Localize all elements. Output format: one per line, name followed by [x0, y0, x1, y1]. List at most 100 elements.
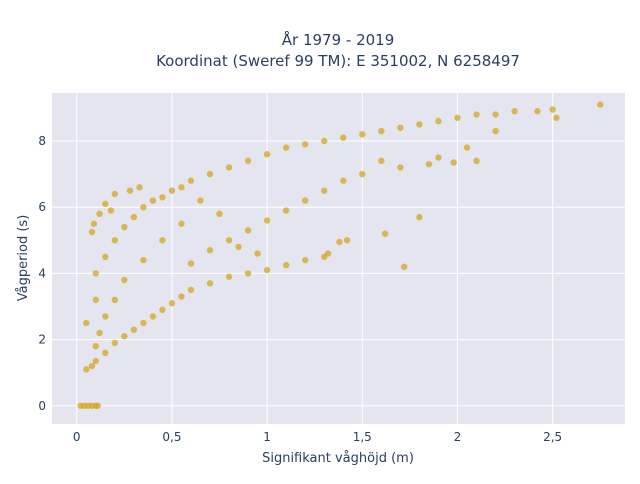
data-point: [159, 237, 166, 244]
data-point: [235, 243, 242, 251]
data-point: [216, 210, 223, 218]
data-point: [92, 270, 99, 277]
data-point: [187, 177, 195, 184]
data-point: [130, 326, 138, 333]
data-point: [102, 313, 109, 320]
data-point: [282, 207, 290, 214]
data-point: [321, 187, 328, 194]
data-point: [88, 228, 96, 236]
data-point: [206, 247, 214, 254]
chart-title-line2: Koordinat (Sweref 99 TM): E 351002, N 62…: [156, 52, 520, 70]
data-point: [159, 194, 166, 201]
data-point: [454, 114, 461, 122]
data-point: [178, 220, 185, 227]
data-point: [126, 187, 134, 194]
data-point: [263, 151, 271, 158]
data-point: [435, 154, 442, 161]
data-point: [102, 349, 109, 357]
data-point: [96, 329, 103, 337]
data-point: [121, 276, 128, 284]
data-point: [263, 266, 271, 274]
data-point: [178, 184, 185, 191]
data-point: [88, 362, 96, 370]
data-point: [473, 111, 480, 118]
data-point: [225, 273, 233, 280]
data-point: [378, 127, 385, 135]
data-point: [187, 260, 195, 267]
data-point: [321, 137, 328, 145]
data-point: [340, 134, 347, 141]
x-tick-label: 2: [454, 430, 462, 444]
chart-title-line1: År 1979 - 2019: [282, 30, 395, 49]
data-point: [359, 131, 366, 138]
data-point: [168, 187, 176, 194]
data-point: [597, 101, 604, 108]
scatter-points: [77, 101, 604, 409]
y-tick-labels: 0 2 4 6 8: [38, 134, 46, 413]
y-axis-label: Vågperiod (s): [16, 215, 31, 302]
data-point: [534, 108, 541, 115]
y-tick-label: 8: [38, 134, 46, 148]
data-point: [168, 299, 176, 307]
data-point: [121, 333, 128, 340]
data-point: [463, 144, 471, 151]
data-point: [206, 170, 214, 178]
data-point: [206, 280, 214, 287]
data-point: [111, 190, 119, 198]
data-point: [397, 124, 404, 131]
data-point: [282, 261, 290, 269]
data-point: [425, 160, 433, 168]
data-point: [159, 306, 166, 314]
data-point: [94, 402, 101, 409]
y-tick-label: 6: [38, 200, 46, 214]
data-point: [197, 197, 204, 204]
data-point: [90, 220, 98, 227]
data-point: [140, 319, 147, 327]
data-point: [111, 237, 119, 244]
y-tick-label: 4: [38, 266, 46, 280]
x-tick-label: 2,5: [543, 430, 562, 444]
data-point: [301, 141, 309, 148]
data-point: [96, 210, 103, 218]
data-point: [149, 313, 157, 320]
data-point: [397, 164, 404, 171]
data-point: [511, 108, 518, 115]
data-point: [178, 293, 185, 300]
data-point: [225, 237, 233, 244]
data-point: [140, 256, 147, 264]
data-point: [492, 111, 499, 118]
data-point: [92, 343, 99, 350]
data-point: [416, 121, 423, 128]
data-point: [83, 366, 90, 373]
x-tick-labels: 0 0,5 1 1,5 2 2,5: [73, 430, 562, 444]
data-point: [244, 227, 252, 234]
data-point: [187, 286, 195, 294]
data-point: [244, 157, 252, 165]
data-point: [263, 217, 271, 224]
data-point: [340, 177, 347, 184]
data-point: [225, 164, 233, 171]
data-point: [149, 197, 157, 204]
data-point: [102, 253, 109, 261]
data-point: [400, 263, 408, 270]
x-tick-label: 1: [263, 430, 271, 444]
data-point: [553, 114, 560, 122]
data-point: [336, 238, 343, 246]
data-point: [435, 117, 442, 125]
data-point: [102, 200, 109, 208]
data-point: [92, 296, 99, 304]
data-point: [549, 106, 556, 113]
x-tick-label: 0: [73, 430, 81, 444]
plot-background: [52, 93, 625, 424]
data-point: [381, 230, 389, 237]
data-point: [301, 197, 309, 204]
x-axis-label: Signifikant våghöjd (m): [262, 451, 414, 466]
data-point: [244, 270, 252, 277]
data-point: [359, 170, 366, 178]
data-point: [111, 339, 119, 347]
data-point: [378, 157, 385, 165]
y-tick-label: 2: [38, 333, 46, 347]
data-point: [111, 296, 119, 304]
